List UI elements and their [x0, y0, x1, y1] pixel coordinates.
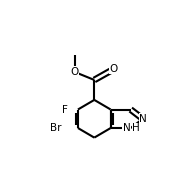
Text: N: N: [123, 123, 131, 133]
Text: O: O: [110, 64, 118, 74]
Text: O: O: [70, 67, 79, 77]
Text: Br: Br: [50, 123, 61, 133]
Text: F: F: [62, 104, 68, 114]
Text: N: N: [139, 114, 147, 124]
Text: H: H: [132, 123, 140, 133]
